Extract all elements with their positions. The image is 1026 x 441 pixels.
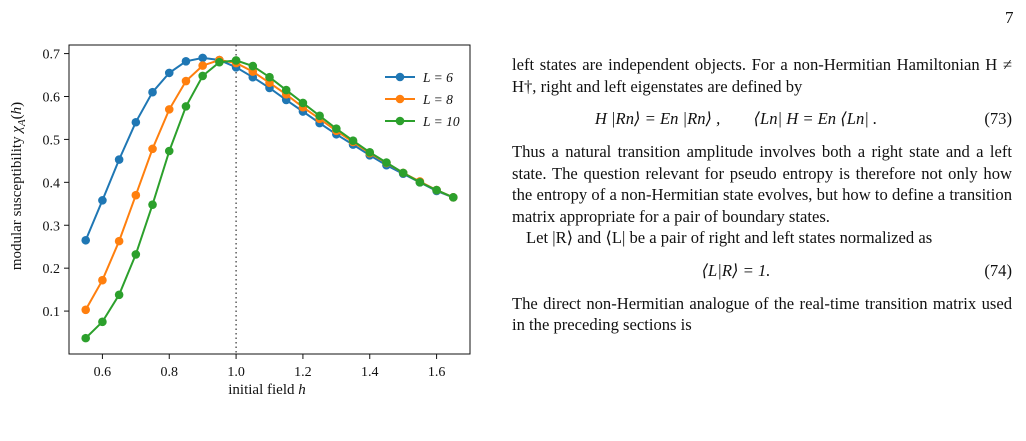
- series-point-3: [248, 61, 258, 71]
- y-tick-label: 0.6: [43, 91, 61, 106]
- series-point-3: [315, 111, 324, 121]
- legend-label: L = 10: [422, 114, 460, 129]
- series-point-1: [198, 53, 207, 63]
- y-tick-label: 0.4: [43, 176, 61, 191]
- series-point-1: [181, 57, 191, 66]
- chart-svg: 0.6 0.8 1.0 1.2 1.4 1.60.10.20.30.40.50.60.7 …: [9, 44, 471, 398]
- legend-label: L = 8: [422, 92, 453, 107]
- paragraph-4: The direct non-Hermitian analogue of the…: [512, 293, 1012, 335]
- series-point-2: [98, 275, 107, 285]
- series-point-3: [148, 200, 157, 209]
- series-point-1: [81, 235, 91, 245]
- series-point-3: [448, 193, 458, 202]
- text-column: left states are independent objects. For…: [512, 54, 1012, 336]
- figure-chart: 0.6 0.8 1.0 1.2 1.4 1.6 0.1 0.2 0.3 0.4 0.5 0.6 0.7 …: [0, 0, 480, 441]
- equation-73-body: H |Rn⟩ = En |Rn⟩ , ⟨Ln| H = En ⟨Ln| .: [594, 109, 878, 128]
- legend-marker: [395, 94, 405, 104]
- series-point-3: [415, 178, 425, 187]
- series-point-3: [215, 57, 224, 67]
- series-point-2: [164, 105, 174, 114]
- series-point-3: [231, 56, 241, 65]
- equation-74-number: (74): [984, 260, 1012, 280]
- series-point-1: [114, 155, 124, 164]
- series-point-3: [181, 102, 191, 111]
- y-tick-label: 0.3: [43, 219, 61, 234]
- series-point-3: [81, 333, 91, 343]
- series-point-2: [131, 190, 141, 200]
- x-tick-label: 0.6: [94, 365, 112, 380]
- x-tick-label: 1.2: [294, 365, 312, 380]
- x-tick-label: 1.6: [428, 365, 446, 380]
- series-point-3: [98, 317, 107, 327]
- series-point-3: [164, 146, 174, 156]
- legend-label: L = 6: [422, 70, 453, 85]
- legend-marker: [395, 72, 405, 82]
- equation-73-number: (73): [984, 109, 1012, 128]
- series-point-1: [148, 87, 157, 97]
- equation-74: ⟨L|R⟩ = 1. (74): [512, 249, 1012, 293]
- series-point-3: [114, 290, 124, 300]
- series-point-3: [348, 136, 358, 146]
- y-tick-label: 0.1: [43, 305, 61, 320]
- equation-74-body: ⟨L|R⟩ = 1.: [701, 260, 771, 280]
- series-point-3: [332, 124, 341, 133]
- series-point-2: [181, 76, 191, 86]
- page-number: 7: [1005, 8, 1014, 27]
- y-tick-label: 0.5: [43, 133, 61, 148]
- series-point-3: [382, 158, 391, 167]
- series-point-1: [98, 196, 107, 205]
- series-point-3: [398, 168, 408, 178]
- series-point-2: [198, 61, 207, 70]
- plot-frame: [68, 44, 471, 355]
- equation-73: H |Rn⟩ = En |Rn⟩ , ⟨Ln| H = En ⟨Ln| . (7…: [512, 97, 1012, 141]
- series-point-3: [365, 147, 375, 157]
- x-tick-label: 1.0: [227, 365, 245, 380]
- y-axis-label: modular susceptibility χA(h): [9, 102, 28, 270]
- series-point-2: [81, 305, 91, 315]
- series-point-3: [281, 85, 291, 95]
- series-point-1: [164, 68, 174, 78]
- x-tick-label: 0.8: [161, 365, 179, 380]
- y-tick-label: 0.7: [43, 48, 61, 63]
- paragraph-1: left states are independent objects. For…: [512, 55, 1012, 96]
- x-tick-label: 1.4: [361, 365, 379, 380]
- paragraph-2: Thus a natural transition amplitude invo…: [512, 142, 1012, 226]
- y-tick-label: 0.2: [43, 262, 61, 277]
- series-point-3: [432, 185, 441, 195]
- paragraph-3: Let |R⟩ and ⟨L| be a pair of right and l…: [526, 228, 933, 247]
- x-axis-label: initial field h: [228, 382, 305, 398]
- series-point-3: [298, 98, 308, 108]
- series-point-3: [131, 250, 141, 259]
- series-point-3: [265, 72, 274, 82]
- series-point-2: [114, 236, 124, 246]
- series-point-3: [198, 71, 207, 81]
- series-point-2: [148, 144, 157, 154]
- series-point-1: [131, 117, 141, 127]
- legend-marker: [395, 116, 405, 126]
